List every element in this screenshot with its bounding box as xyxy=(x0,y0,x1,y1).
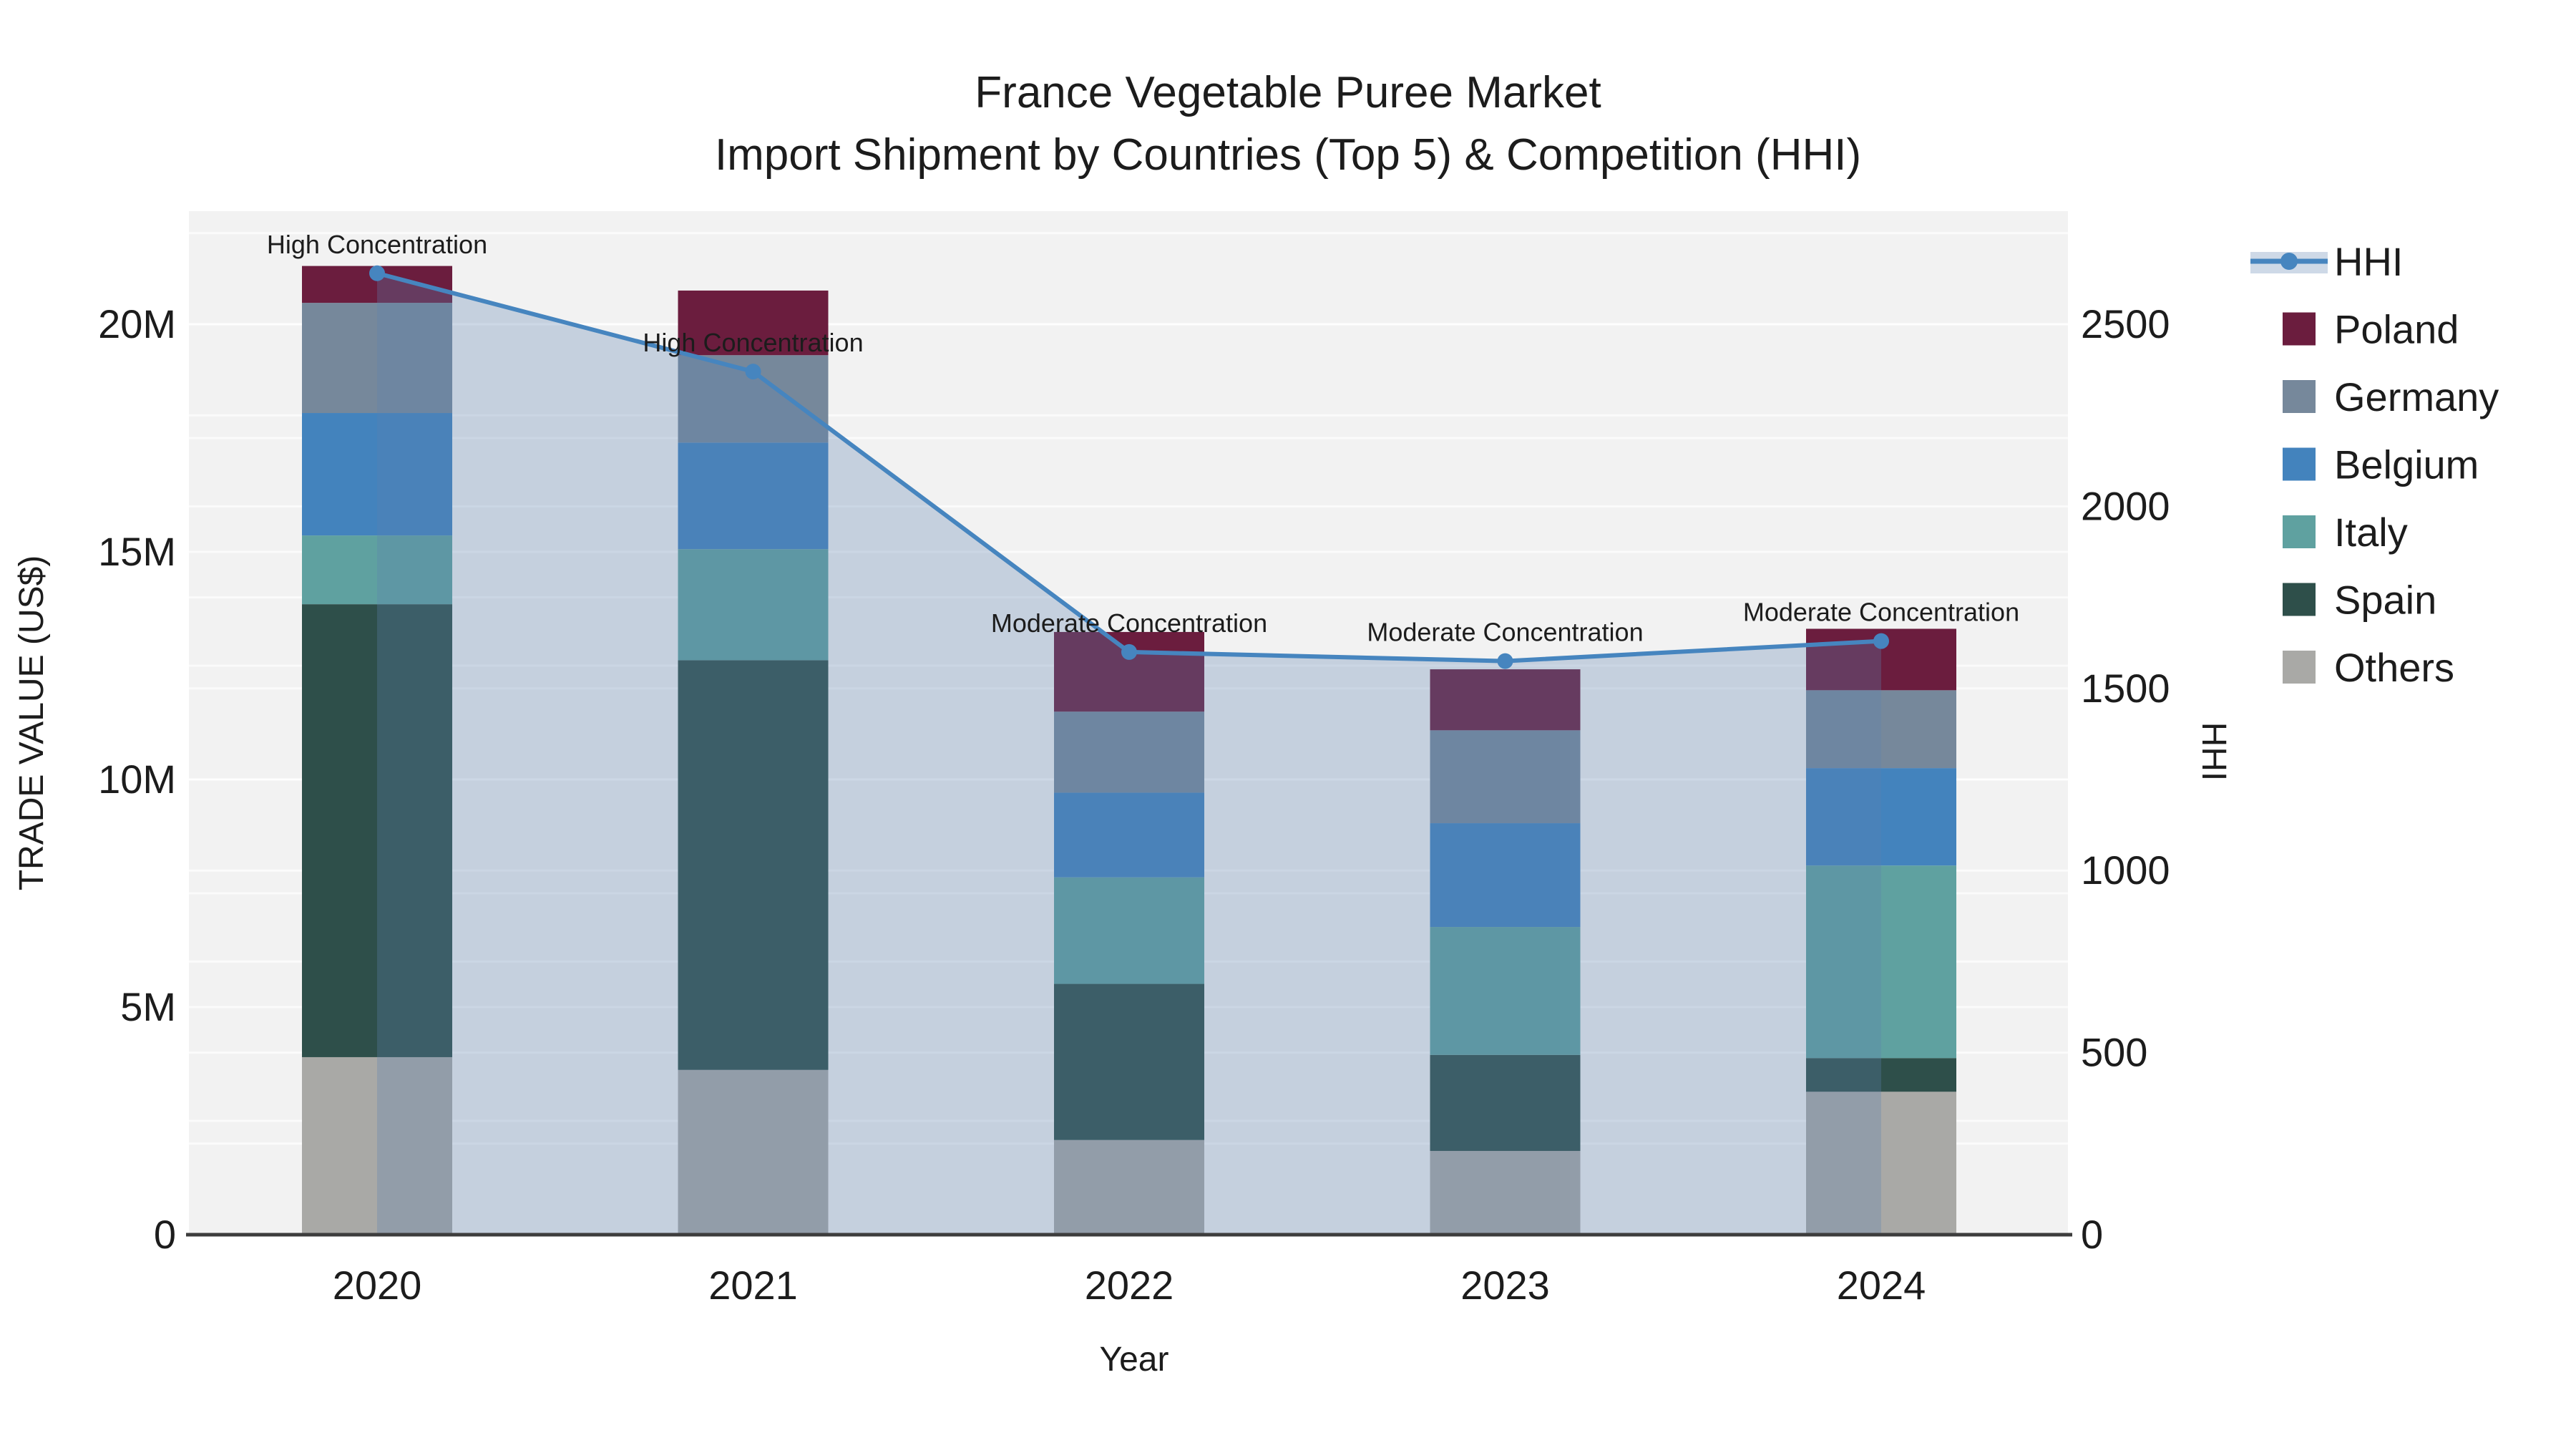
x-tick-2024: 2024 xyxy=(1837,1263,1926,1308)
legend-item-others[interactable]: Others xyxy=(2283,645,2454,690)
bar-2024-spain[interactable] xyxy=(1806,1058,1956,1092)
annotation-2022: Moderate Concentration xyxy=(991,608,1267,638)
y-right-tick-1500: 1500 xyxy=(2081,666,2170,711)
bar-2022-others[interactable] xyxy=(1054,1139,1204,1235)
hhi-point-2023[interactable] xyxy=(1497,653,1513,669)
legend-swatch-germany xyxy=(2283,380,2316,413)
legend-swatch-italy xyxy=(2283,515,2316,548)
legend-swatch-others xyxy=(2283,651,2316,684)
x-tick-2020: 2020 xyxy=(333,1263,422,1308)
bar-2024-belgium[interactable] xyxy=(1806,768,1956,866)
legend-label-spain: Spain xyxy=(2334,578,2436,623)
bar-2022-germany[interactable] xyxy=(1054,711,1204,793)
bar-2021-belgium[interactable] xyxy=(678,442,829,550)
y-right-tick-0: 0 xyxy=(2081,1212,2103,1257)
y-left-tick-5M: 5M xyxy=(120,984,176,1029)
y-right-tick-500: 500 xyxy=(2081,1030,2147,1075)
legend-item-italy[interactable]: Italy xyxy=(2283,510,2408,555)
bar-2023-poland[interactable] xyxy=(1430,669,1581,731)
bar-2023-italy[interactable] xyxy=(1430,927,1581,1055)
x-tick-2021: 2021 xyxy=(708,1263,798,1308)
legend-label-poland: Poland xyxy=(2334,307,2459,352)
stacked-bars-layer xyxy=(302,266,1956,1235)
legend-item-belgium[interactable]: Belgium xyxy=(2283,442,2479,487)
y-axis-right-title: HHI xyxy=(2195,722,2233,782)
bar-2020-spain[interactable] xyxy=(302,604,452,1057)
legend-item-hhi[interactable]: HHI xyxy=(2250,239,2403,284)
x-axis-title: Year xyxy=(1100,1341,1169,1379)
bar-2024-others[interactable] xyxy=(1806,1092,1956,1235)
bar-2021-poland[interactable] xyxy=(678,290,829,356)
legend-layer: HHI Poland Germany Belgium Italy Spain Others xyxy=(2250,239,2499,690)
y-left-tick-10M: 10M xyxy=(98,757,176,802)
hhi-line-layer xyxy=(369,265,1889,669)
annotation-2021: High Concentration xyxy=(643,328,863,357)
legend-label-others: Others xyxy=(2334,645,2454,690)
y-left-tick-20M: 20M xyxy=(98,301,176,346)
annotation-2023: Moderate Concentration xyxy=(1367,618,1643,647)
bar-2023-belgium[interactable] xyxy=(1430,823,1581,928)
annotations-layer: High Concentration High Concentration Mode… xyxy=(267,230,2019,647)
legend-item-germany[interactable]: Germany xyxy=(2283,374,2499,419)
annotation-2024: Moderate Concentration xyxy=(1743,598,2019,627)
y-left-tick-15M: 15M xyxy=(98,529,176,574)
bar-2021-others[interactable] xyxy=(678,1069,829,1235)
legend-swatch-belgium xyxy=(2283,447,2316,481)
x-tick-2022: 2022 xyxy=(1085,1263,1174,1308)
chart-subtitle: Import Shipment by Countries (Top 5) & C… xyxy=(715,130,1861,180)
bar-2024-germany[interactable] xyxy=(1806,690,1956,769)
bar-2020-belgium[interactable] xyxy=(302,413,452,536)
bar-2020-germany[interactable] xyxy=(302,303,452,414)
legend-hhi-marker-icon xyxy=(2280,253,2298,270)
legend-item-spain[interactable]: Spain xyxy=(2283,578,2436,623)
bar-2022-italy[interactable] xyxy=(1054,877,1204,984)
bar-2022-spain[interactable] xyxy=(1054,983,1204,1140)
bar-2024-italy[interactable] xyxy=(1806,865,1956,1059)
bar-2023-spain[interactable] xyxy=(1430,1054,1581,1151)
bar-2020-italy[interactable] xyxy=(302,535,452,605)
hhi-point-2021[interactable] xyxy=(745,364,761,380)
annotation-2020: High Concentration xyxy=(267,230,487,259)
legend-swatch-poland xyxy=(2283,312,2316,346)
bar-2020-others[interactable] xyxy=(302,1056,452,1235)
y-right-tick-1000: 1000 xyxy=(2081,847,2170,893)
hhi-point-2024[interactable] xyxy=(1873,633,1889,649)
legend-label-belgium: Belgium xyxy=(2334,442,2479,487)
legend-label-hhi: HHI xyxy=(2334,239,2403,284)
bar-2023-others[interactable] xyxy=(1430,1150,1581,1235)
hhi-point-2022[interactable] xyxy=(1121,643,1137,660)
hhi-area-fill xyxy=(377,273,1881,1235)
y-axis-left-title: TRADE VALUE (US$) xyxy=(13,555,51,891)
y-right-tick-2000: 2000 xyxy=(2081,483,2170,528)
bar-2022-belgium[interactable] xyxy=(1054,792,1204,878)
legend-swatch-spain xyxy=(2283,583,2316,616)
hhi-point-2020[interactable] xyxy=(369,265,385,281)
legend-item-poland[interactable]: Poland xyxy=(2283,307,2459,352)
bar-2021-spain[interactable] xyxy=(678,660,829,1070)
x-tick-2023: 2023 xyxy=(1460,1263,1550,1308)
axes-layer: 0 5M 10M 15M 20M 0 500 1000 1500 2000 2500 2020 2021… xyxy=(98,301,2170,1308)
y-right-tick-2500: 2500 xyxy=(2081,301,2170,346)
bar-2023-germany[interactable] xyxy=(1430,730,1581,824)
y-left-tick-0: 0 xyxy=(154,1212,176,1257)
bar-2021-italy[interactable] xyxy=(678,549,829,661)
legend-label-germany: Germany xyxy=(2334,374,2499,419)
hhi-area-fill-layer xyxy=(377,273,1881,1235)
legend-label-italy: Italy xyxy=(2334,510,2408,555)
chart-title: France Vegetable Puree Market xyxy=(975,68,1601,117)
